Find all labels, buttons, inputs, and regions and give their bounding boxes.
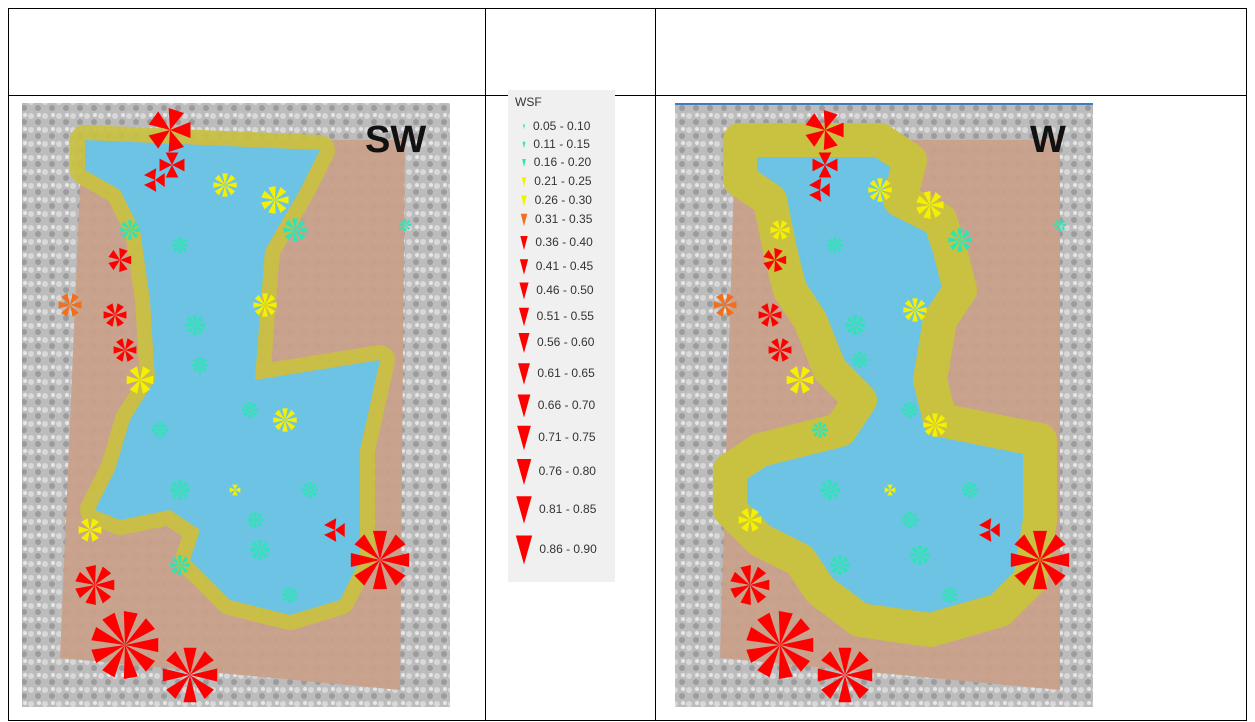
legend-label: 0.66 - 0.70 xyxy=(538,398,596,412)
legend-label: 0.41 - 0.45 xyxy=(536,259,594,273)
legend-title: WSF xyxy=(515,95,542,109)
legend-label: 0.61 - 0.65 xyxy=(537,366,595,380)
legend-label: 0.31 - 0.35 xyxy=(535,212,593,226)
legend-label: 0.76 - 0.80 xyxy=(539,464,597,478)
page: SW W WSF 0.05 - 0.10 0.11 - 0.15 0.16 - 0.… xyxy=(0,0,1255,722)
legend-label: 0.36 - 0.40 xyxy=(535,235,593,249)
legend-label: 0.46 - 0.50 xyxy=(536,283,594,297)
legend-label: 0.56 - 0.60 xyxy=(537,335,595,349)
legend-label: 0.16 - 0.20 xyxy=(534,155,592,169)
map-label: W xyxy=(1030,119,1066,161)
legend-label: 0.11 - 0.15 xyxy=(533,137,590,151)
map-label: SW xyxy=(365,119,426,161)
legend: WSF 0.05 - 0.10 0.11 - 0.15 0.16 - 0.20 0.2… xyxy=(508,90,615,582)
legend-label: 0.51 - 0.55 xyxy=(537,309,595,323)
legend-label: 0.05 - 0.10 xyxy=(533,119,591,133)
legend-label: 0.21 - 0.25 xyxy=(534,174,592,188)
legend-label: 0.71 - 0.75 xyxy=(538,430,596,444)
map-w: W xyxy=(675,104,1093,707)
legend-label: 0.86 - 0.90 xyxy=(539,542,597,556)
map-sw: SW xyxy=(22,103,450,707)
legend-label: 0.81 - 0.85 xyxy=(539,502,597,516)
legend-label: 0.26 - 0.30 xyxy=(535,193,593,207)
